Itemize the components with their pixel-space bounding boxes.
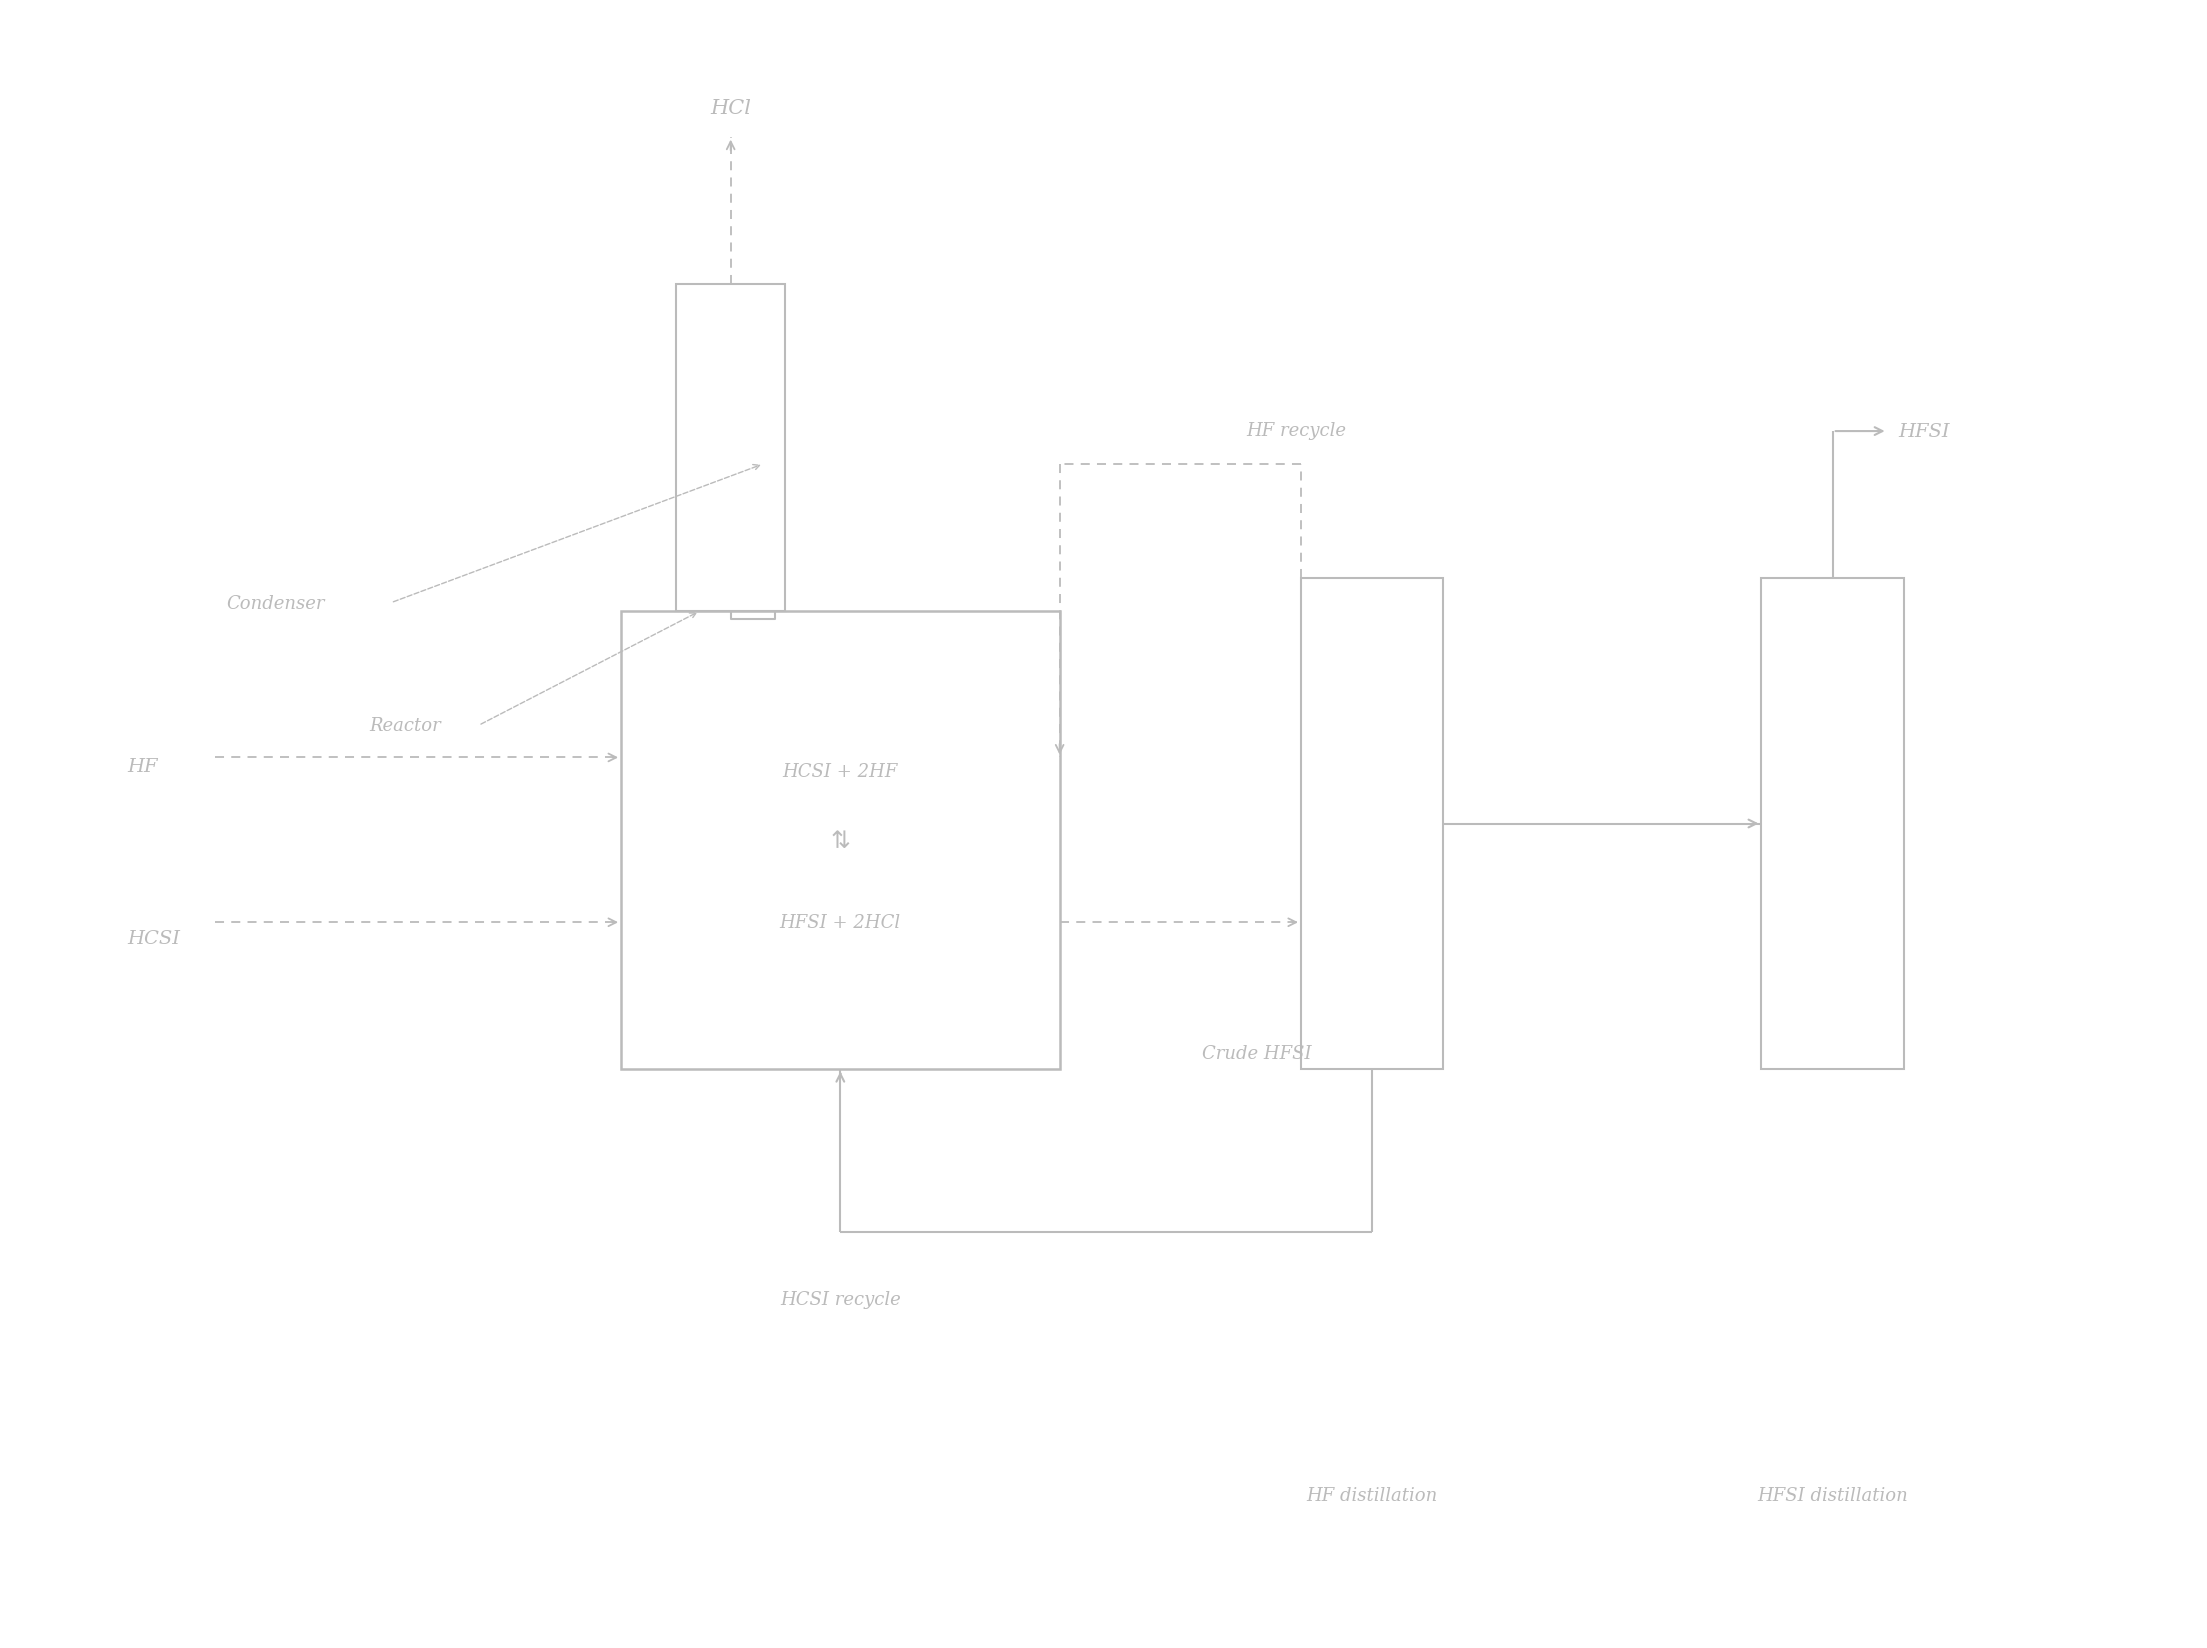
Text: HCSI + 2HF: HCSI + 2HF (783, 763, 898, 781)
Text: HF: HF (128, 758, 159, 776)
Text: HFSI: HFSI (1898, 424, 1951, 440)
Bar (1761, 578, 1905, 1070)
Text: HF recycle: HF recycle (1247, 422, 1346, 440)
Text: HFSI + 2HCl: HFSI + 2HCl (779, 913, 900, 931)
Text: Reactor: Reactor (369, 717, 441, 735)
Text: HF distillation: HF distillation (1307, 1486, 1437, 1505)
Bar (1300, 578, 1443, 1070)
Text: Condenser: Condenser (227, 595, 324, 613)
Text: HCl: HCl (711, 99, 750, 119)
Text: HCSI: HCSI (128, 929, 181, 948)
Bar (675, 285, 786, 611)
Text: HFSI distillation: HFSI distillation (1757, 1486, 1909, 1505)
Text: Crude HFSI: Crude HFSI (1203, 1045, 1311, 1063)
Bar (620, 611, 1059, 1070)
Text: HCSI recycle: HCSI recycle (779, 1290, 900, 1309)
Text: ⇅: ⇅ (830, 829, 850, 852)
